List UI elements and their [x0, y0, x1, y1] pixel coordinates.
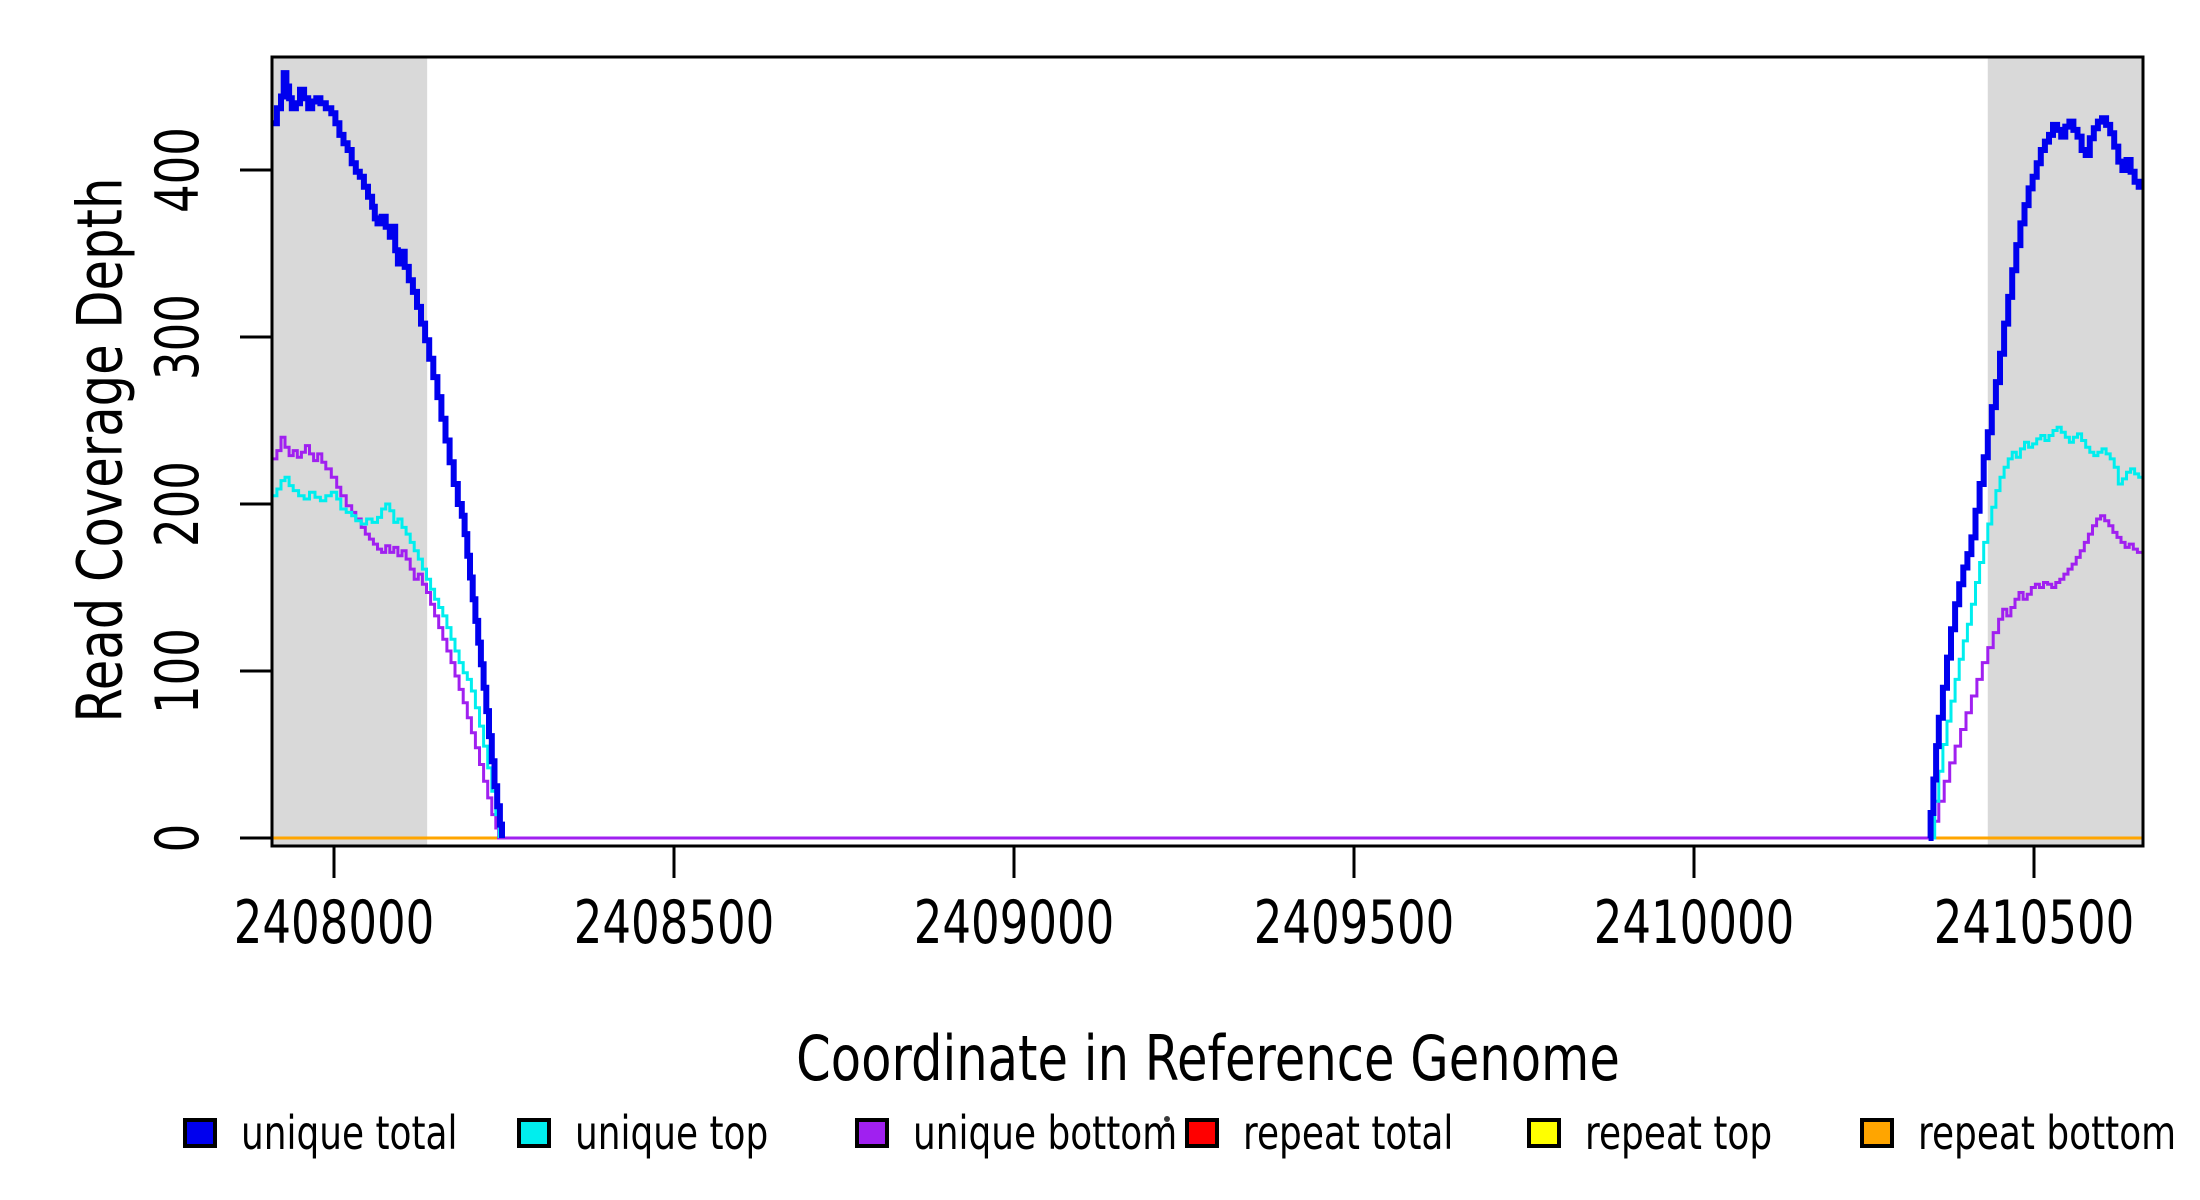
y-tick-label: 0 — [143, 823, 213, 853]
x-tick-label: 2409000 — [913, 888, 1115, 958]
legend-item-unique-total: unique total — [183, 1106, 519, 1160]
legend-item-repeat-top: repeat top — [1527, 1106, 1825, 1160]
legend-swatch-unique-total — [183, 1118, 217, 1148]
plot-border-box — [270, 55, 2145, 848]
legend-swatch-repeat-bottom — [1860, 1118, 1894, 1148]
legend-artifact-dot — [1164, 1116, 1170, 1122]
y-tick-label: 100 — [143, 628, 213, 714]
legend-label: repeat bottom — [1918, 1106, 2177, 1160]
legend-item-unique-bottom: unique bottom — [855, 1106, 1252, 1160]
series-line-unique-total — [272, 70, 505, 838]
legend-swatch-unique-bottom — [855, 1118, 889, 1148]
series-line-unique-bottom — [272, 435, 2145, 840]
x-axis-title: Coordinate in Reference Genome — [796, 1022, 1620, 1095]
legend-item-repeat-bottom: repeat bottom — [1860, 1106, 2200, 1160]
legend-item-unique-top: unique top — [517, 1106, 823, 1160]
x-tick-label: 2410000 — [1593, 888, 1795, 958]
legend-label: repeat total — [1243, 1106, 1454, 1160]
legend-label: unique total — [241, 1106, 458, 1160]
x-tick-label: 2408000 — [233, 888, 435, 958]
series-line-unique-total — [1927, 115, 2143, 841]
x-tick-label: 2409500 — [1253, 888, 1455, 958]
y-tick-label: 300 — [143, 294, 213, 380]
series-line-unique-top — [1930, 425, 2145, 840]
legend-label: repeat top — [1585, 1106, 1773, 1160]
legend-item-repeat-total: repeat total — [1185, 1106, 1513, 1160]
legend-swatch-repeat-total — [1185, 1118, 1219, 1148]
series-line-unique-top — [272, 475, 501, 838]
legend-swatch-repeat-top — [1527, 1118, 1561, 1148]
x-tick-label: 2410500 — [1933, 888, 2135, 958]
legend-swatch-unique-top — [517, 1118, 551, 1148]
y-tick-label: 400 — [143, 127, 213, 213]
x-tick-label: 2408500 — [573, 888, 775, 958]
legend-label: unique bottom — [913, 1106, 1178, 1160]
y-axis-title: Read Coverage Depth — [63, 177, 137, 723]
legend-label: unique top — [575, 1106, 769, 1160]
y-tick-label: 200 — [143, 461, 213, 547]
